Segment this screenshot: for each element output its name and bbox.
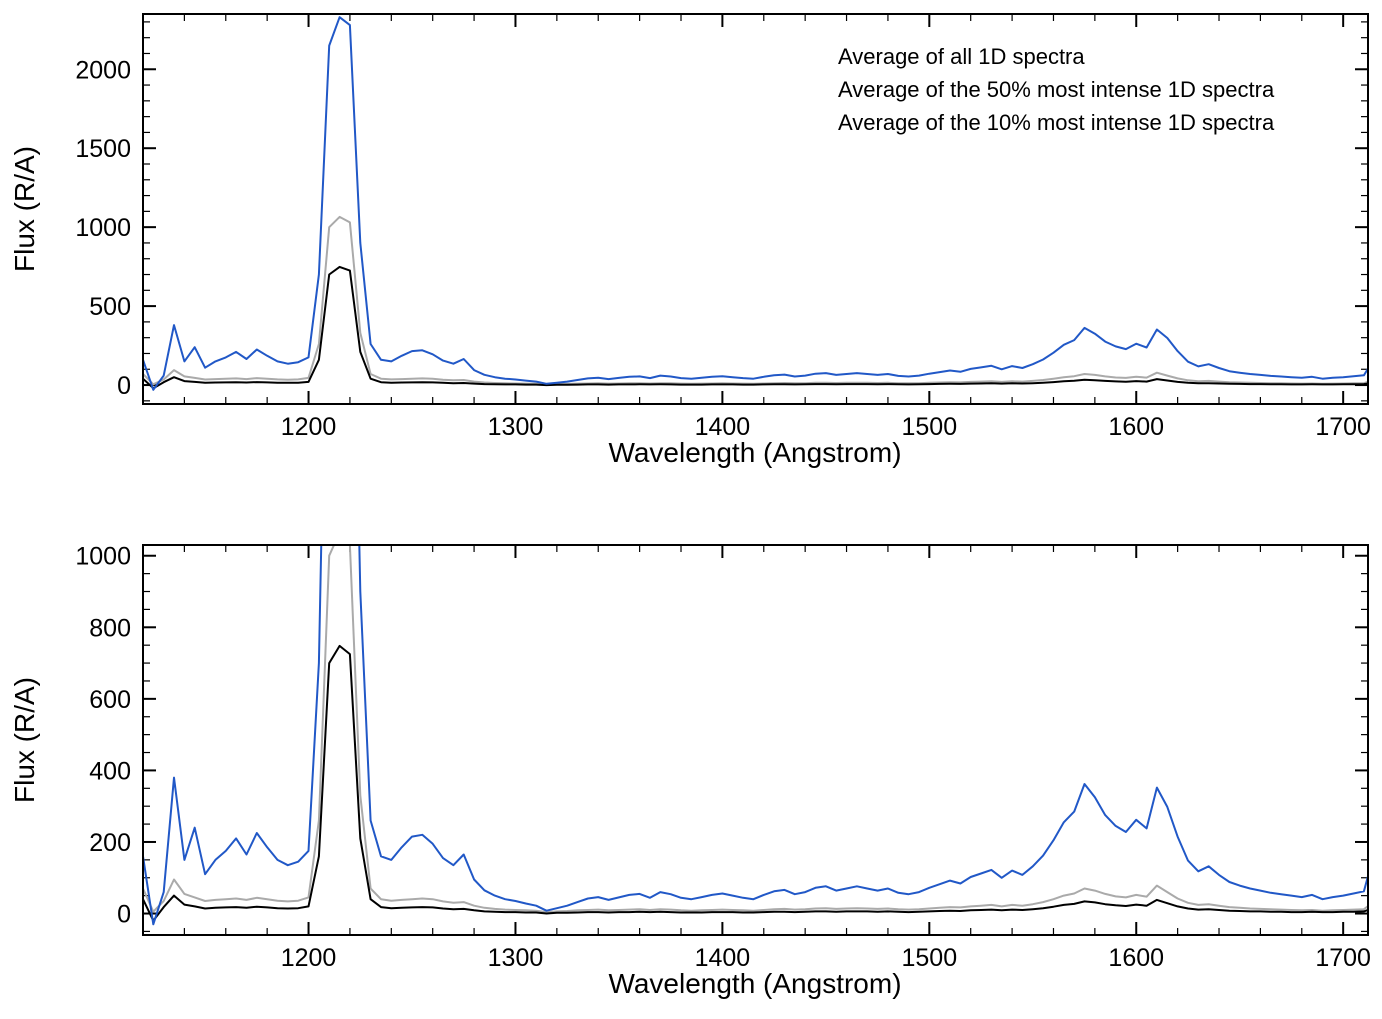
svg-text:1500: 1500 [902, 413, 958, 441]
svg-text:0: 0 [117, 901, 131, 929]
top-yaxis-label: Flux (R/A) [9, 146, 40, 272]
bottom-plot: 1200 1300 1400 1500 1600 1700 0 200 400 600 800 100… [75, 543, 1371, 972]
svg-text:1000: 1000 [75, 214, 131, 242]
svg-text:1700: 1700 [1315, 944, 1371, 972]
bottom-xaxis-label: Wavelength (Angstrom) [608, 968, 901, 999]
svg-text:1300: 1300 [488, 944, 544, 972]
svg-text:0: 0 [117, 372, 131, 400]
svg-text:1700: 1700 [1315, 413, 1371, 441]
bottom-yaxis-label: Flux (R/A) [9, 677, 40, 803]
svg-text:1600: 1600 [1108, 944, 1164, 972]
svg-text:500: 500 [89, 293, 131, 321]
svg-text:1300: 1300 [488, 413, 544, 441]
svg-text:2000: 2000 [75, 56, 131, 84]
svg-text:1200: 1200 [281, 413, 337, 441]
legend-entry-10pct-spectra: Average of the 10% most intense 1D spect… [838, 110, 1275, 135]
svg-text:800: 800 [89, 614, 131, 642]
svg-text:200: 200 [89, 829, 131, 857]
legend-entry-50pct-spectra: Average of the 50% most intense 1D spect… [838, 77, 1275, 102]
svg-text:1200: 1200 [281, 944, 337, 972]
svg-text:1600: 1600 [1108, 413, 1164, 441]
top-plot: 1200 1300 1400 1500 1600 1700 0 500 1000 1500 2000 [75, 13, 1371, 441]
svg-text:400: 400 [89, 757, 131, 785]
svg-text:1500: 1500 [75, 135, 131, 163]
svg-text:1400: 1400 [695, 413, 751, 441]
svg-text:600: 600 [89, 686, 131, 714]
svg-text:1000: 1000 [75, 543, 131, 571]
legend-entry-all-spectra: Average of all 1D spectra [838, 44, 1085, 69]
top-xaxis-label: Wavelength (Angstrom) [608, 437, 901, 468]
svg-text:1500: 1500 [902, 944, 958, 972]
legend: Average of all 1D spectra Average of the… [838, 44, 1275, 135]
svg-text:1400: 1400 [695, 944, 751, 972]
